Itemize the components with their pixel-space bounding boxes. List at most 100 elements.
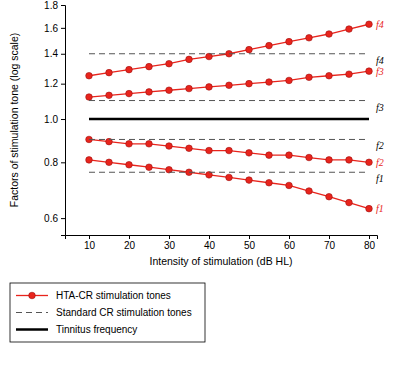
y-axis: 0.60.81.01.21.41.61.8 <box>44 0 65 236</box>
series-point <box>246 46 253 53</box>
series-point <box>326 157 333 164</box>
legend-item: Standard CR stimulation tones <box>16 307 192 318</box>
series-point <box>226 82 233 89</box>
legend-label: Tinnitus frequency <box>56 324 137 335</box>
series-point <box>186 85 193 92</box>
series-point <box>346 157 353 164</box>
x-tick-mark <box>129 235 130 239</box>
series-point <box>246 177 253 184</box>
x-tick-mark <box>289 235 290 239</box>
plot-marks <box>86 21 373 212</box>
x-tick-mark <box>89 235 90 239</box>
x-tick-label: 80 <box>364 240 376 251</box>
legend-swatch <box>16 328 48 331</box>
x-tick-mark <box>249 235 250 239</box>
legend-label: Standard CR stimulation tones <box>56 307 192 318</box>
series-line <box>89 139 369 162</box>
x-axis-title: Intensity of stimulation (dB HL) <box>150 255 293 267</box>
legend-label: HTA-CR stimulation tones <box>56 290 171 301</box>
x-axis-line <box>66 236 378 240</box>
series-line <box>89 172 369 173</box>
y-tick-mark <box>61 119 65 120</box>
series-point <box>146 164 153 171</box>
series-point <box>286 77 293 84</box>
legend-item: Tinnitus frequency <box>16 324 137 335</box>
series-point <box>366 21 373 28</box>
series-point <box>266 79 273 86</box>
series-point <box>326 193 333 200</box>
series-line <box>89 118 369 121</box>
series-point <box>146 141 153 148</box>
x-tick-label: 10 <box>84 240 96 251</box>
series-point <box>286 38 293 45</box>
y-tick: 1.8 <box>44 0 65 11</box>
series-point <box>366 159 373 166</box>
series-point <box>86 157 93 164</box>
x-tick: 60 <box>284 235 296 251</box>
series-point <box>246 80 253 87</box>
series-point <box>186 56 193 63</box>
x-tick-label: 30 <box>164 240 176 251</box>
line-label: f3 <box>376 66 384 77</box>
series-point <box>246 150 253 157</box>
legend-item: HTA-CR stimulation tones <box>16 290 171 301</box>
x-tick-label: 60 <box>284 240 296 251</box>
y-tick-mark <box>61 54 65 55</box>
x-tick-mark <box>209 235 210 239</box>
line-label: f2 <box>376 157 384 168</box>
series-point <box>266 152 273 159</box>
line-label: f4 <box>376 19 384 30</box>
series-point <box>166 87 173 94</box>
series-point <box>126 66 133 73</box>
series-point <box>226 174 233 181</box>
series-point <box>226 147 233 154</box>
y-tick-label: 1.6 <box>44 23 58 34</box>
y-tick-mark <box>61 84 65 85</box>
y-tick: 1.6 <box>44 23 65 34</box>
series-point <box>166 60 173 67</box>
y-tick-mark <box>61 28 65 29</box>
x-tick: 70 <box>324 235 336 251</box>
series-point <box>326 72 333 79</box>
series-point <box>366 68 373 75</box>
series-point <box>126 90 133 97</box>
series-line <box>89 139 369 140</box>
series-point <box>306 74 313 81</box>
line-label: f3 <box>376 102 384 113</box>
x-tick: 30 <box>164 235 176 251</box>
x-tick: 50 <box>244 235 256 251</box>
y-axis-line <box>61 6 66 236</box>
legend-frame <box>10 283 205 342</box>
series-point <box>86 94 93 101</box>
series-point <box>166 143 173 150</box>
legend-marker <box>29 292 36 299</box>
line-label: f1 <box>376 173 384 184</box>
series-point <box>106 92 113 99</box>
y-tick-mark <box>61 218 65 219</box>
line-label: f2 <box>376 140 384 151</box>
x-tick-mark <box>369 235 370 239</box>
y-tick: 1.0 <box>44 114 65 125</box>
series-point <box>106 69 113 76</box>
x-tick-mark <box>329 235 330 239</box>
x-tick: 20 <box>124 235 136 251</box>
y-tick-mark <box>61 162 65 163</box>
x-tick-label: 20 <box>124 240 136 251</box>
series-point <box>326 31 333 38</box>
series-point <box>306 154 313 161</box>
series-line <box>89 24 369 75</box>
series-point <box>206 147 213 154</box>
x-tick-mark <box>169 235 170 239</box>
series-line <box>89 160 369 209</box>
series-point <box>346 71 353 78</box>
series-point <box>286 182 293 189</box>
series-point <box>306 34 313 41</box>
series-point <box>266 179 273 186</box>
y-tick: 1.4 <box>44 48 65 59</box>
y-tick-mark <box>61 5 65 6</box>
y-tick-label: 1.0 <box>44 114 58 125</box>
series-point <box>346 199 353 206</box>
series-point <box>206 84 213 91</box>
y-tick-label: 0.6 <box>44 213 58 224</box>
series-point <box>86 72 93 79</box>
